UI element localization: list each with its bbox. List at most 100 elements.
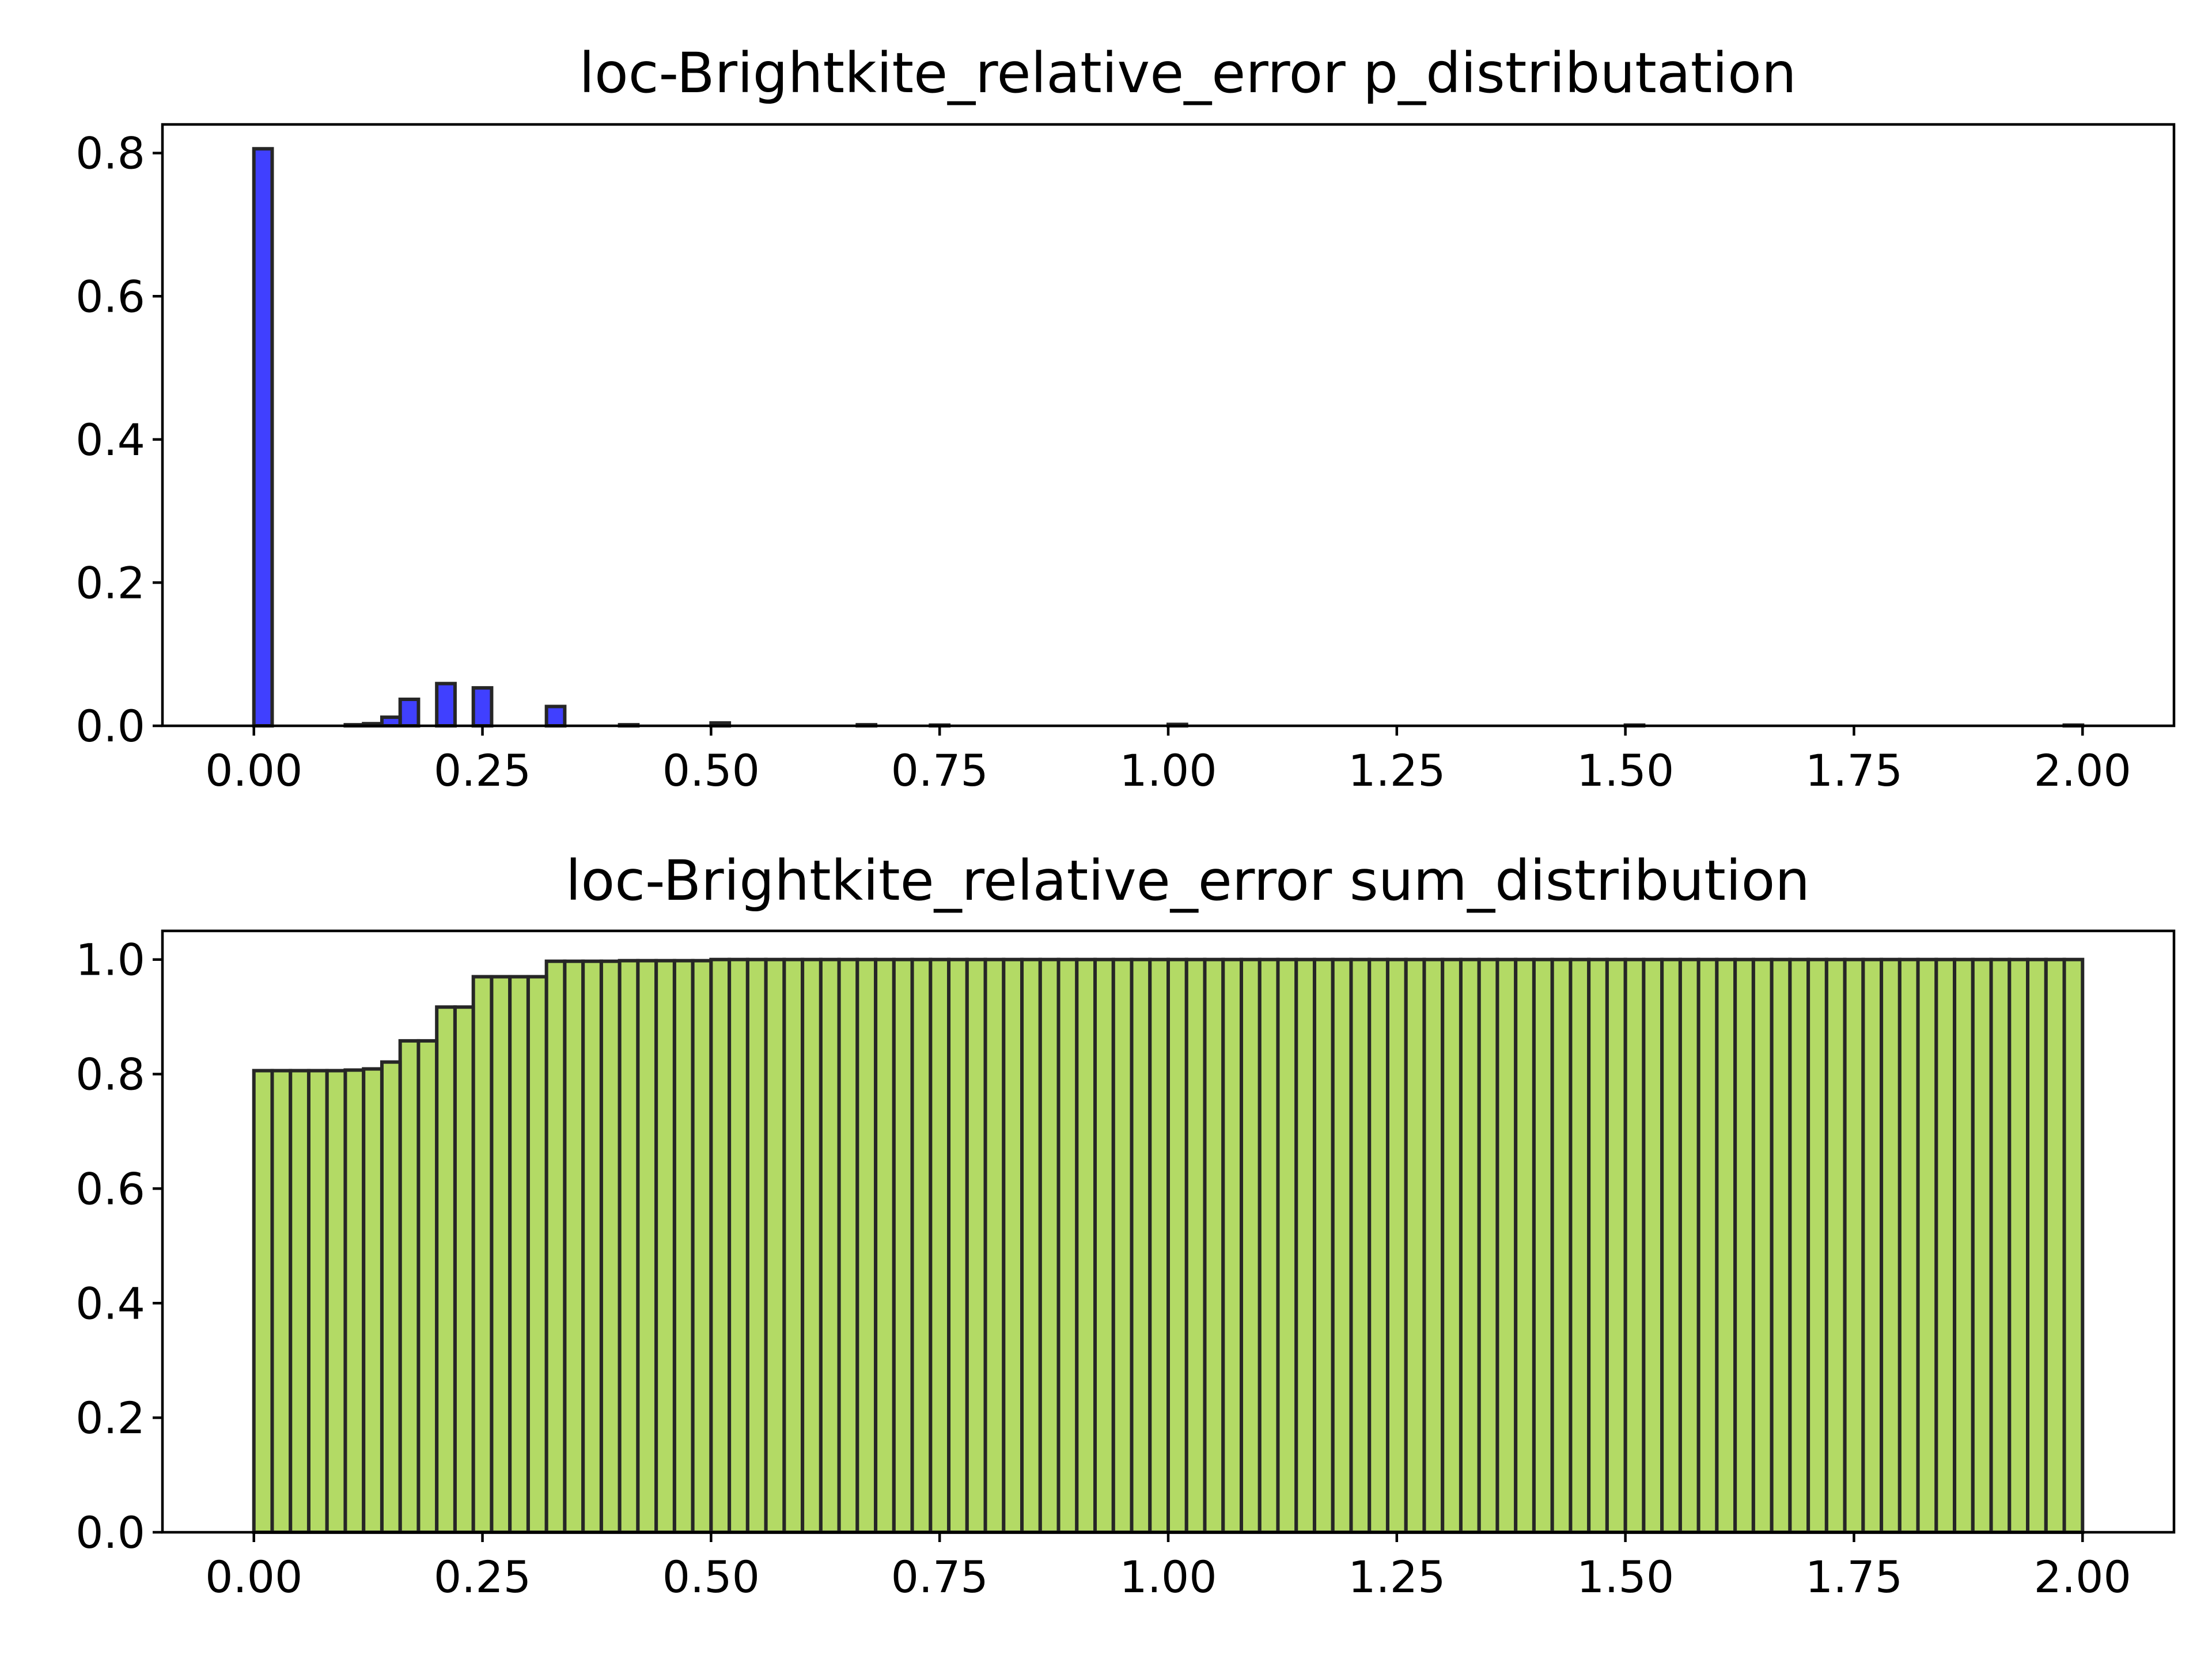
p-distribution-x-tick-label: 2.00	[2034, 745, 2131, 796]
sum-distribution-bar	[618, 959, 640, 1534]
sum-distribution-bar	[910, 957, 933, 1534]
sum-distribution-bar	[782, 957, 805, 1534]
sum-distribution-bar	[1038, 957, 1060, 1534]
sum-distribution-bar	[1221, 957, 1243, 1534]
sum-distribution-bar	[1824, 957, 1847, 1534]
p-distribution-bar	[471, 686, 494, 728]
sum-distribution-bar	[1257, 957, 1280, 1534]
sum-distribution-bar	[325, 1069, 347, 1534]
sum-distribution-bar	[837, 957, 859, 1534]
sum-distribution-bar	[1276, 957, 1298, 1534]
sum-distribution-bar	[1312, 957, 1335, 1534]
sum-distribution-bar	[1532, 957, 1554, 1534]
sum-distribution-bar	[435, 1005, 457, 1534]
sum-distribution-x-tick-label: 2.00	[2034, 1551, 2131, 1603]
sum-distribution-bar	[1770, 957, 1792, 1534]
sum-distribution-bar	[416, 1039, 439, 1534]
sum-distribution-bar	[1587, 957, 1609, 1534]
sum-distribution-bar	[1203, 957, 1225, 1534]
p-distribution-x-tick-label: 1.00	[1119, 745, 1217, 796]
p-distribution-y-tick-label: 0.8	[75, 128, 145, 179]
p-distribution-x-axis: 0.00 0.25 0.50 0.75 1.00 1.25 1.50 1.75 2.00	[205, 726, 2131, 796]
sum-distribution-x-axis: 0.00 0.25 0.50 0.75 1.00 1.25 1.50 1.75 2.00	[205, 1532, 2131, 1603]
sum-distribution-bar	[1605, 957, 1627, 1534]
p-distribution-x-tick-label: 1.75	[1805, 745, 1903, 796]
sum-distribution-bar	[453, 1005, 475, 1534]
sum-distribution-y-tick-label: 1.0	[75, 934, 145, 986]
sum-distribution-y-tick-label: 0.0	[75, 1507, 145, 1558]
sum-distribution-bar	[1733, 957, 1755, 1534]
sum-distribution-bar	[544, 959, 567, 1534]
sum-distribution-bar	[672, 959, 695, 1534]
sum-distribution-bar	[728, 957, 749, 1534]
sum-distribution-axes-frame	[161, 929, 2176, 1534]
sum-distribution-x-tick-label: 1.75	[1805, 1551, 1903, 1603]
sum-distribution-bar	[1806, 957, 1828, 1534]
sum-distribution-bar	[929, 957, 951, 1534]
sum-distribution-bar	[1349, 957, 1372, 1534]
sum-distribution-bar	[1075, 957, 1097, 1534]
sum-distribution-bar	[1696, 957, 1719, 1534]
sum-distribution-bar	[1623, 957, 1646, 1534]
sum-distribution-bar	[599, 959, 622, 1534]
sum-distribution-bar	[1385, 957, 1408, 1534]
sum-distribution-bar	[1751, 957, 1774, 1534]
p-distribution-panel: loc-Brightkite_relative_error p_distribu…	[75, 41, 2176, 796]
sum-distribution-bar	[289, 1069, 310, 1534]
sum-distribution-bar	[1514, 957, 1536, 1534]
p-distribution-y-tick-label: 0.4	[75, 414, 145, 465]
sum-distribution-bar	[1404, 957, 1426, 1534]
sum-distribution-bar	[874, 957, 896, 1534]
sum-distribution-bar	[270, 1069, 293, 1534]
sum-distribution-bar	[855, 957, 878, 1534]
sum-distribution-x-tick-label: 0.00	[205, 1551, 302, 1603]
sum-distribution-bar	[1166, 957, 1188, 1534]
sum-distribution-bar	[490, 975, 512, 1535]
p-distribution-y-tick-label: 0.2	[75, 557, 145, 608]
sum-distribution-bar	[526, 975, 548, 1535]
sum-distribution-bar	[801, 957, 823, 1534]
p-distribution-x-tick-label: 1.50	[1577, 745, 1674, 796]
sum-distribution-bar	[1422, 957, 1445, 1534]
sum-distribution-bar	[1331, 957, 1353, 1534]
sum-distribution-x-tick-label: 1.25	[1348, 1551, 1445, 1603]
sum-distribution-bar	[1056, 957, 1079, 1534]
sum-distribution-bar	[362, 1067, 384, 1534]
sum-distribution-bar	[1934, 957, 1957, 1534]
sum-distribution-bar	[380, 1060, 402, 1534]
sum-distribution-bar	[1002, 957, 1024, 1534]
sum-distribution-bar	[398, 1039, 421, 1534]
sum-distribution-bar	[2062, 957, 2085, 1534]
sum-distribution-bar	[983, 957, 1006, 1534]
sum-distribution-bar	[508, 975, 530, 1535]
sum-distribution-bar	[1953, 957, 1975, 1534]
sum-distribution-bar	[1111, 957, 1134, 1534]
sum-distribution-bar	[1989, 957, 2012, 1534]
sum-distribution-bars	[252, 957, 2085, 1535]
sum-distribution-x-tick-label: 0.75	[891, 1551, 988, 1603]
sum-distribution-panel: loc-Brightkite_relative_error sum_distri…	[75, 849, 2176, 1603]
p-distribution-x-tick-label: 0.50	[662, 745, 760, 796]
sum-distribution-bar	[252, 1069, 274, 1534]
sum-distribution-y-tick-label: 0.6	[75, 1163, 145, 1214]
sum-distribution-bar	[1660, 957, 1682, 1534]
sum-distribution-bar	[1477, 957, 1499, 1534]
sum-distribution-bar	[1971, 957, 1993, 1534]
sum-distribution-bar	[1861, 957, 1884, 1534]
p-distribution-bar	[544, 704, 567, 728]
sum-distribution-bar	[1897, 957, 1920, 1534]
sum-distribution-bar	[892, 957, 914, 1534]
sum-distribution-bar	[1569, 957, 1591, 1534]
p-distribution-y-axis: 0.0 0.2 0.4 0.6 0.8	[75, 128, 162, 752]
p-distribution-axes-frame	[161, 123, 2176, 728]
sum-distribution-bar	[1916, 957, 1938, 1534]
sum-distribution-bar	[2026, 957, 2048, 1534]
sum-distribution-bar	[1184, 957, 1207, 1534]
sum-distribution-bar	[1368, 957, 1389, 1534]
sum-distribution-bar	[691, 959, 713, 1534]
sum-distribution-bar	[1459, 957, 1481, 1534]
p-distribution-x-tick-label: 0.75	[891, 745, 988, 796]
sum-distribution-bar	[471, 975, 494, 1535]
sum-distribution-bar	[2044, 957, 2066, 1534]
